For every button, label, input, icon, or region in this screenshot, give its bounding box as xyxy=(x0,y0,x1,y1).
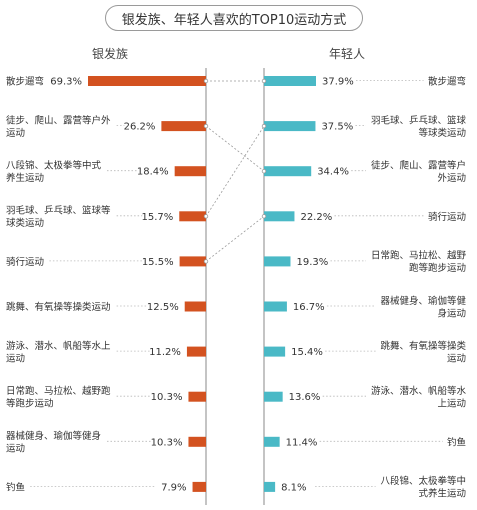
left-category-label: 羽毛球、乒乓球、篮球等 xyxy=(6,205,111,217)
left-category-label: 八段锦、太极拳等中式 xyxy=(6,159,102,171)
left-category-label: 日常跑、马拉松、越野跑 xyxy=(6,385,111,397)
left-bar xyxy=(179,211,206,222)
connector-dot xyxy=(203,214,209,219)
left-bar xyxy=(161,121,206,132)
right-value-label: 22.2% xyxy=(300,212,332,223)
left-value-label: 69.3% xyxy=(50,77,82,88)
right-category-label: 器械健身、瑜伽等健 xyxy=(380,295,466,307)
right-bar xyxy=(264,301,287,312)
right-category-label: 式养生运动 xyxy=(418,488,466,500)
right-category-label: 游泳、潜水、帆船等水 xyxy=(371,385,467,397)
right-value-label: 11.4% xyxy=(286,437,318,448)
left-bar xyxy=(184,301,206,312)
right-value-label: 37.9% xyxy=(322,77,354,88)
right-category-label: 日常跑、马拉松、越野 xyxy=(371,250,467,262)
left-value-label: 11.2% xyxy=(149,347,181,358)
left-category-label: 运动 xyxy=(6,444,25,455)
connector-dot xyxy=(261,168,267,174)
right-bar xyxy=(264,346,286,357)
right-value-label: 37.5% xyxy=(321,122,353,133)
right-value-label: 13.6% xyxy=(289,392,321,403)
right-bar xyxy=(264,481,276,492)
right-bar xyxy=(264,211,295,222)
right-category-label: 骑行运动 xyxy=(428,211,466,223)
left-category-label: 运动 xyxy=(6,353,25,364)
left-value-label: 15.7% xyxy=(141,212,173,223)
right-bar xyxy=(264,256,291,267)
left-category-label: 运动 xyxy=(6,128,25,139)
right-category-label: 羽毛球、乒乓球、篮球 xyxy=(371,114,467,126)
connector-dot xyxy=(203,123,209,129)
connector-dot xyxy=(261,78,267,84)
left-value-label: 10.3% xyxy=(151,437,183,448)
connector-line xyxy=(205,215,265,262)
connector-dot xyxy=(203,259,209,264)
left-category-label: 跳舞、有氧操等操类运动 xyxy=(6,301,111,313)
left-category-label: 散步遛弯 xyxy=(6,76,44,88)
right-bar xyxy=(264,436,280,447)
left-bar xyxy=(88,76,206,86)
connector-dot xyxy=(203,78,209,84)
right-series-header: 年轻人 xyxy=(329,47,365,61)
connector-line xyxy=(205,125,265,217)
connector-dot xyxy=(261,214,267,219)
right-category-label: 跳舞、有氧操等操类 xyxy=(380,340,466,352)
left-bar xyxy=(192,481,206,492)
left-bar xyxy=(186,346,206,357)
right-value-label: 19.3% xyxy=(296,257,328,268)
left-category-label: 钓鱼 xyxy=(6,481,25,493)
left-bar xyxy=(188,436,206,447)
left-category-label: 徒步、爬山、露营等户外 xyxy=(6,114,111,126)
right-category-label: 上运动 xyxy=(437,398,466,409)
right-category-label: 徒步、爬山、露营等户 xyxy=(371,159,466,171)
right-bar xyxy=(264,121,316,132)
connector-line xyxy=(205,125,265,172)
right-value-label: 34.4% xyxy=(317,167,349,178)
left-bar xyxy=(179,256,206,267)
right-category-label: 身运动 xyxy=(437,307,466,319)
left-bar xyxy=(174,166,206,177)
right-bar xyxy=(264,76,316,86)
left-category-label: 器械健身、瑜伽等健身 xyxy=(6,430,101,442)
right-category-label: 跑等跑步运动 xyxy=(409,262,466,274)
left-value-label: 7.9% xyxy=(161,482,186,493)
chart-title: 银发族、年轻人喜欢的TOP10运动方式 xyxy=(105,5,363,31)
left-category-label: 游泳、潜水、帆船等水上 xyxy=(6,340,111,352)
left-category-label: 球类运动 xyxy=(6,217,44,229)
right-category-label: 八段锦、太极拳等中 xyxy=(380,475,466,487)
left-category-label: 养生运动 xyxy=(6,172,44,184)
right-category-label: 散步遛弯 xyxy=(428,76,466,88)
left-series-header: 银发族 xyxy=(92,46,128,61)
right-value-label: 15.4% xyxy=(291,347,323,358)
right-category-label: 外运动 xyxy=(437,172,466,184)
right-category-label: 等球类运动 xyxy=(418,127,466,139)
left-value-label: 15.5% xyxy=(142,257,174,268)
connector-dot xyxy=(261,123,267,129)
left-value-label: 18.4% xyxy=(137,167,169,178)
right-category-label: 钓鱼 xyxy=(447,436,466,448)
left-category-label: 骑行运动 xyxy=(6,256,44,268)
right-bar xyxy=(264,166,312,177)
right-bar xyxy=(264,391,283,402)
right-category-label: 运动 xyxy=(447,353,466,364)
right-value-label: 8.1% xyxy=(281,482,306,493)
left-value-label: 12.5% xyxy=(147,302,179,313)
left-bar xyxy=(188,391,206,402)
left-value-label: 26.2% xyxy=(124,122,156,133)
left-value-label: 10.3% xyxy=(151,392,183,403)
right-value-label: 16.7% xyxy=(293,302,325,313)
left-category-label: 等跑步运动 xyxy=(6,397,54,409)
